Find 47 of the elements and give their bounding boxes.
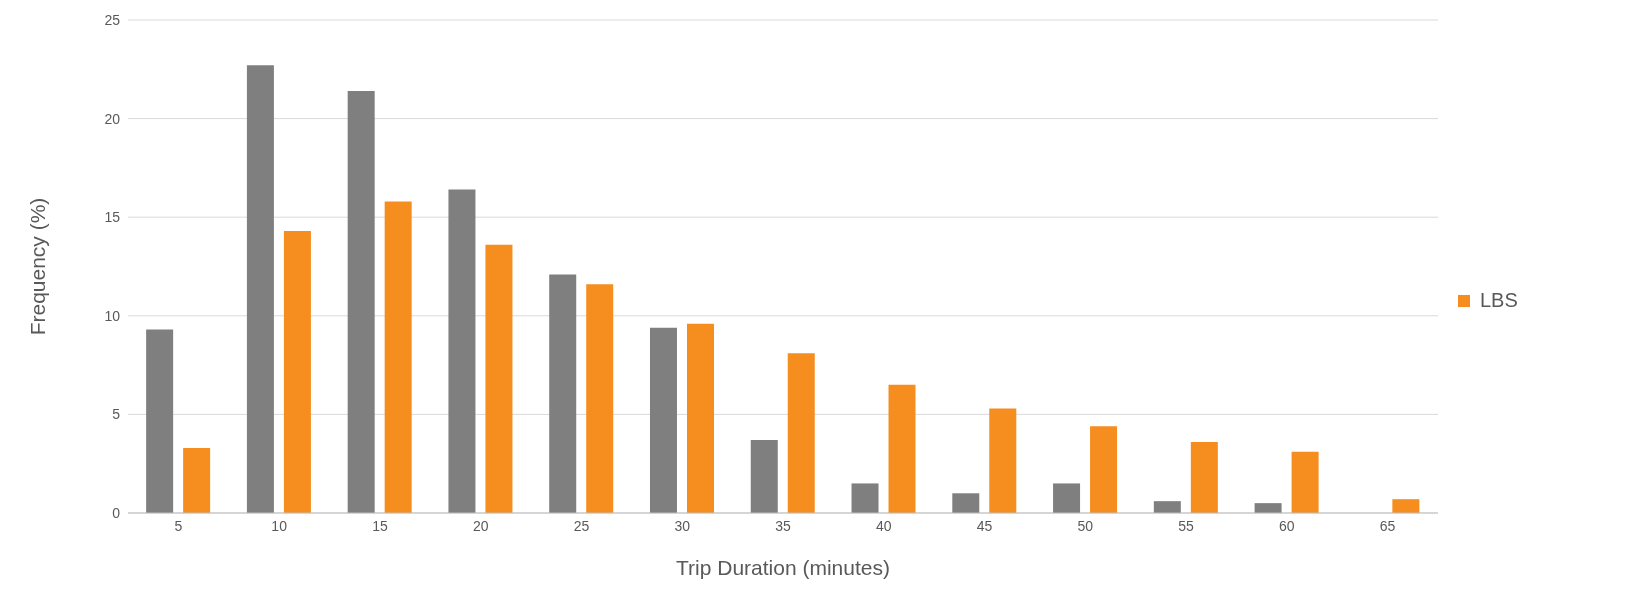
bar xyxy=(989,408,1017,513)
bar xyxy=(347,90,375,513)
y-tick-label: 15 xyxy=(104,209,121,226)
bar xyxy=(1254,503,1282,513)
y-tick-label: 0 xyxy=(112,504,121,521)
bar xyxy=(1291,451,1319,513)
bar xyxy=(1090,426,1118,513)
x-tick-label: 30 xyxy=(674,517,691,534)
x-tick-label: 35 xyxy=(775,517,791,534)
bar xyxy=(649,327,677,513)
y-tick-label: 25 xyxy=(104,11,121,28)
bar xyxy=(549,274,577,513)
x-tick-label: 60 xyxy=(1279,517,1295,534)
x-tick-label: 5 xyxy=(174,517,183,534)
x-tick-label: 45 xyxy=(976,517,993,534)
bar xyxy=(183,447,211,513)
bar xyxy=(888,384,916,513)
bar xyxy=(1153,501,1181,513)
bar xyxy=(686,323,714,513)
bar xyxy=(384,201,412,513)
y-tick-label: 5 xyxy=(112,406,121,423)
bar xyxy=(787,353,815,513)
bar xyxy=(485,244,513,513)
x-tick-label: 15 xyxy=(372,517,388,534)
bar xyxy=(851,483,879,513)
bar xyxy=(246,65,274,513)
bar xyxy=(1190,442,1218,513)
bar xyxy=(1053,483,1081,513)
y-axis-title: Frequency (%) xyxy=(26,197,50,336)
y-tick-label: 10 xyxy=(104,307,121,324)
x-tick-label: 25 xyxy=(573,517,590,534)
x-tick-label: 50 xyxy=(1077,517,1094,534)
bar xyxy=(1392,499,1420,513)
bar xyxy=(283,231,311,513)
x-tick-label: 40 xyxy=(875,517,892,534)
bar xyxy=(146,329,174,513)
x-tick-label: 55 xyxy=(1178,517,1195,534)
x-tick-label: 10 xyxy=(271,517,288,534)
x-axis-title: Trip Duration (minutes) xyxy=(676,556,890,579)
bar xyxy=(952,493,980,513)
x-tick-label: 20 xyxy=(472,517,489,534)
bar xyxy=(586,284,614,513)
bar xyxy=(750,440,778,513)
y-tick-label: 20 xyxy=(104,110,121,127)
legend-label: LBS xyxy=(1480,289,1518,312)
bar xyxy=(448,189,476,513)
x-tick-label: 65 xyxy=(1379,517,1396,534)
